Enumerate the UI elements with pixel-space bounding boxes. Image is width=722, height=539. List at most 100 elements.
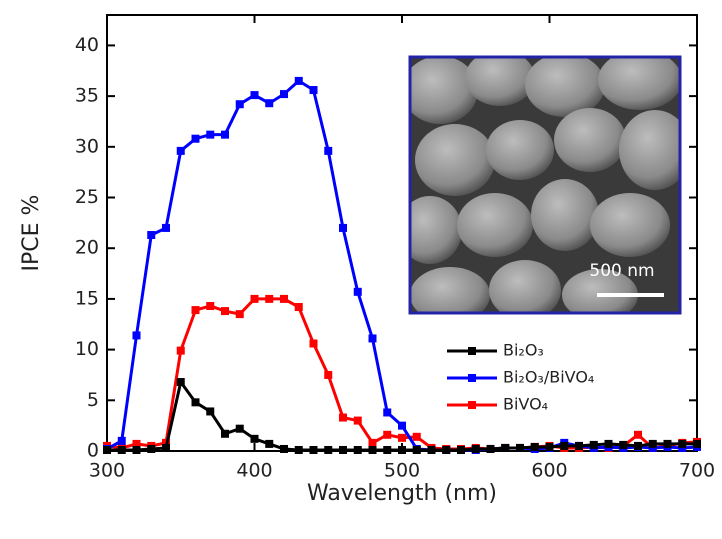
data-point xyxy=(604,439,613,448)
data-point xyxy=(132,445,141,454)
legend-label: Bi₂O₃/BiVO₄ xyxy=(503,368,594,387)
x-tick-label: 600 xyxy=(531,460,567,482)
data-point xyxy=(221,429,229,438)
data-point xyxy=(294,76,303,85)
data-point xyxy=(368,334,377,343)
data-point xyxy=(471,444,480,453)
data-point xyxy=(516,443,524,452)
data-point xyxy=(398,445,406,454)
data-point xyxy=(280,294,288,303)
data-point xyxy=(103,445,111,454)
data-point xyxy=(191,398,200,407)
data-point xyxy=(339,413,347,422)
data-point xyxy=(280,90,288,99)
legend-label: BiVO₄ xyxy=(503,395,548,414)
x-tick-label: 400 xyxy=(236,460,272,482)
data-point xyxy=(648,443,657,452)
data-point xyxy=(280,444,288,453)
scale-bar-label: 500 nm xyxy=(589,261,654,281)
data-point xyxy=(530,442,539,451)
data-point xyxy=(191,306,200,315)
data-point xyxy=(545,442,554,451)
data-point xyxy=(368,445,377,454)
data-point xyxy=(501,443,510,452)
data-point xyxy=(162,223,170,232)
data-point xyxy=(265,99,274,108)
data-point xyxy=(383,408,392,417)
data-point xyxy=(324,370,333,379)
data-point xyxy=(176,146,185,155)
data-point xyxy=(309,86,318,95)
data-point xyxy=(353,287,362,296)
data-point xyxy=(147,444,156,453)
legend-marker xyxy=(468,401,476,409)
data-point xyxy=(235,310,244,319)
data-point xyxy=(206,130,215,139)
data-point xyxy=(412,445,421,454)
data-point xyxy=(265,439,274,448)
y-tick-label: 5 xyxy=(87,389,99,411)
data-point xyxy=(132,439,141,448)
data-point xyxy=(383,430,392,439)
data-point xyxy=(398,433,406,442)
data-point xyxy=(147,231,156,240)
data-point xyxy=(250,434,259,443)
x-tick-label: 500 xyxy=(384,460,420,482)
data-point xyxy=(176,378,185,387)
data-point xyxy=(117,445,126,454)
data-point xyxy=(324,146,333,155)
data-point xyxy=(693,439,701,448)
data-point xyxy=(648,439,657,448)
data-point xyxy=(678,439,687,448)
y-axis-label: IPCE % xyxy=(19,195,44,272)
data-point xyxy=(250,91,259,100)
y-tick-label: 10 xyxy=(75,338,99,360)
data-point xyxy=(412,432,421,441)
y-tick-label: 40 xyxy=(75,34,99,56)
data-point xyxy=(589,440,598,449)
data-point xyxy=(486,444,495,453)
y-tick-label: 30 xyxy=(75,135,99,157)
data-point xyxy=(383,445,392,454)
y-tick-label: 0 xyxy=(87,440,99,462)
data-point xyxy=(206,407,215,416)
data-point xyxy=(117,436,126,445)
data-point xyxy=(634,430,642,439)
data-point xyxy=(191,134,200,143)
x-tick-label: 300 xyxy=(89,460,125,482)
data-point xyxy=(353,445,362,454)
data-point xyxy=(368,438,377,447)
x-tick-label: 700 xyxy=(679,460,715,482)
y-tick-label: 15 xyxy=(75,287,99,309)
data-point xyxy=(678,443,687,452)
data-point xyxy=(206,302,215,311)
data-point xyxy=(309,445,318,454)
y-tick-label: 35 xyxy=(75,85,99,107)
data-point xyxy=(221,130,229,139)
data-point xyxy=(427,445,436,454)
data-point xyxy=(235,100,244,109)
data-point xyxy=(132,331,141,340)
data-point xyxy=(619,440,628,449)
legend-marker xyxy=(468,347,476,355)
data-point xyxy=(162,443,170,452)
data-point xyxy=(265,294,274,303)
legend-marker xyxy=(468,374,476,382)
data-point xyxy=(294,303,303,312)
inset-image xyxy=(411,58,679,312)
data-point xyxy=(663,439,672,448)
data-point xyxy=(221,307,229,316)
data-point xyxy=(634,441,642,450)
data-point xyxy=(457,445,465,454)
data-point xyxy=(324,445,333,454)
data-point xyxy=(353,416,362,425)
inset-frame xyxy=(408,55,682,315)
data-point xyxy=(294,445,303,454)
data-point xyxy=(398,421,406,430)
data-point xyxy=(176,346,185,355)
data-point xyxy=(575,441,583,450)
y-tick-label: 25 xyxy=(75,186,99,208)
legend-label: Bi₂O₃ xyxy=(503,341,544,360)
data-point xyxy=(442,445,451,454)
